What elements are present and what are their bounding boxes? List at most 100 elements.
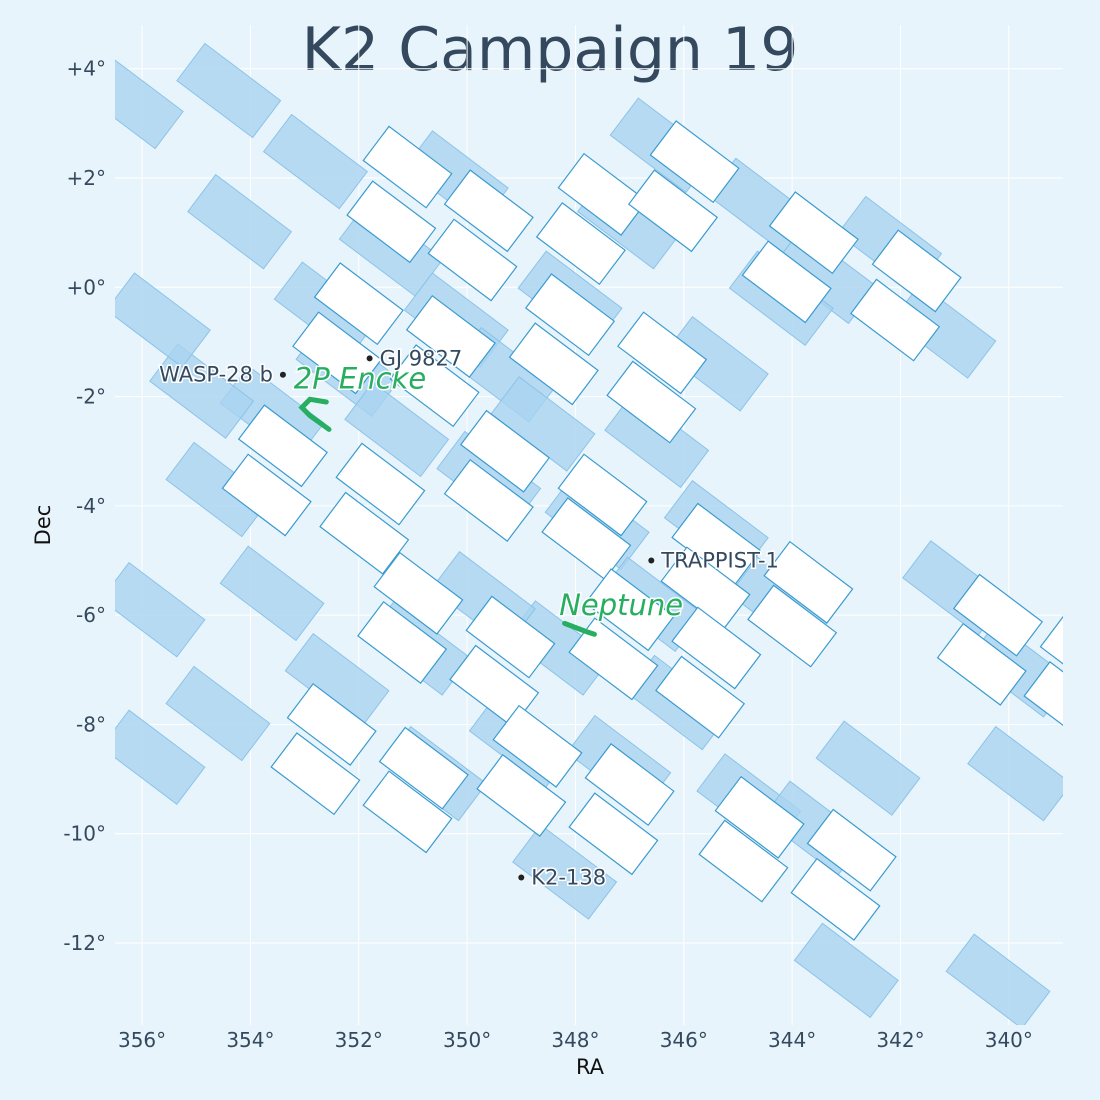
fov-module: [512, 824, 618, 920]
channel: [936, 622, 1027, 706]
x-tick-label: 344°: [768, 1028, 816, 1052]
channel-layer: [221, 120, 1063, 941]
x-tick-label: 342°: [876, 1028, 924, 1052]
channel: [357, 600, 448, 684]
fov-module: [967, 725, 1063, 822]
channel: [741, 240, 832, 324]
channel: [1023, 661, 1063, 726]
channel: [346, 180, 437, 264]
x-tick-label: 346°: [660, 1028, 708, 1052]
x-axis-label: RA: [576, 1055, 605, 1079]
channel: [313, 262, 404, 346]
channel: [378, 726, 469, 810]
channel: [768, 191, 859, 275]
channel: [524, 273, 616, 357]
solar-track: [562, 620, 597, 637]
fov-module: [490, 376, 596, 472]
fov-module: [165, 665, 271, 762]
channel: [790, 857, 881, 941]
channel: [221, 453, 312, 537]
channel: [319, 491, 410, 575]
y-tick-label: -2°: [76, 385, 106, 409]
target-marker: [518, 874, 525, 881]
channel: [649, 120, 740, 204]
fov-module: [793, 922, 899, 1019]
solar-track: [298, 396, 332, 432]
channel: [1039, 615, 1063, 665]
channel: [850, 278, 941, 362]
y-tick-label: -4°: [76, 494, 106, 518]
channel: [535, 202, 626, 286]
channel: [427, 218, 518, 302]
target-label: WASP-28 b: [159, 363, 273, 387]
x-tick-label: 348°: [551, 1028, 599, 1052]
x-axis-ticks: 356° 354° 352° 350° 348° 346° 344° 342° 340°: [118, 1028, 1033, 1052]
fov-module: [815, 720, 921, 816]
channel: [492, 704, 583, 788]
x-tick-label: 352°: [335, 1028, 383, 1052]
channel: [270, 732, 361, 816]
channel: [806, 808, 897, 892]
x-tick-label: 350°: [443, 1028, 491, 1052]
fov-module: [115, 59, 184, 150]
channel: [405, 294, 496, 378]
y-axis-ticks: +4° +2° +0° -2° -4° -6° -8° -10° -12°: [63, 57, 106, 955]
channel: [443, 169, 534, 253]
fov-module: [187, 173, 293, 270]
fov-module: [604, 392, 710, 489]
channel: [747, 584, 838, 668]
channel: [465, 595, 556, 679]
fov-module: [262, 113, 369, 210]
target-marker: [366, 355, 373, 362]
channel: [362, 125, 453, 209]
channel: [584, 568, 675, 652]
solar-system-label: Neptune: [559, 588, 683, 622]
channel: [373, 551, 464, 635]
target-label: TRAPPIST-1: [660, 549, 779, 573]
channel: [557, 152, 648, 236]
target-marker: [648, 557, 655, 564]
channel: [335, 442, 426, 526]
channel: [714, 775, 805, 859]
target-label: K2-138: [531, 865, 606, 889]
plot-area: 2P Encke Neptune WASP-28 b GJ 9827 TRAPPIST…: [115, 42, 1063, 1025]
channel: [237, 404, 328, 488]
channel: [362, 770, 453, 854]
y-tick-label: -12°: [63, 931, 106, 955]
channel: [557, 453, 648, 537]
channel: [606, 360, 697, 444]
solar-system-label: 2P Encke: [294, 361, 426, 395]
fov-module: [115, 709, 206, 805]
y-tick-label: -8°: [76, 712, 106, 736]
channel: [568, 792, 659, 876]
chart-title: K2 Campaign 19: [302, 15, 799, 85]
channel: [584, 743, 675, 827]
solar-system-layer: 2P Encke Neptune: [292, 360, 685, 637]
channel: [389, 344, 480, 428]
target-label: GJ 9827: [380, 346, 463, 370]
fov-module: [344, 381, 450, 478]
channel: [568, 617, 659, 701]
fov-module: [115, 561, 206, 658]
fov-module: [149, 343, 255, 439]
x-tick-label: 340°: [985, 1028, 1033, 1052]
channel: [671, 606, 762, 690]
channel: [871, 229, 962, 313]
channel: [655, 655, 746, 739]
y-tick-label: -10°: [63, 822, 106, 846]
channel: [443, 458, 534, 542]
y-tick-label: +2°: [67, 166, 106, 190]
channel: [508, 322, 599, 406]
x-tick-label: 354°: [226, 1028, 274, 1052]
channel: [952, 573, 1044, 657]
fov-module: [945, 933, 1051, 1025]
y-tick-label: +4°: [67, 57, 106, 81]
channel: [698, 819, 789, 903]
fov-module: [219, 545, 325, 642]
fov-module: [176, 42, 282, 139]
channel: [459, 409, 551, 493]
y-tick-label: +0°: [67, 275, 106, 299]
channel: [286, 682, 377, 766]
channel: [617, 311, 708, 395]
